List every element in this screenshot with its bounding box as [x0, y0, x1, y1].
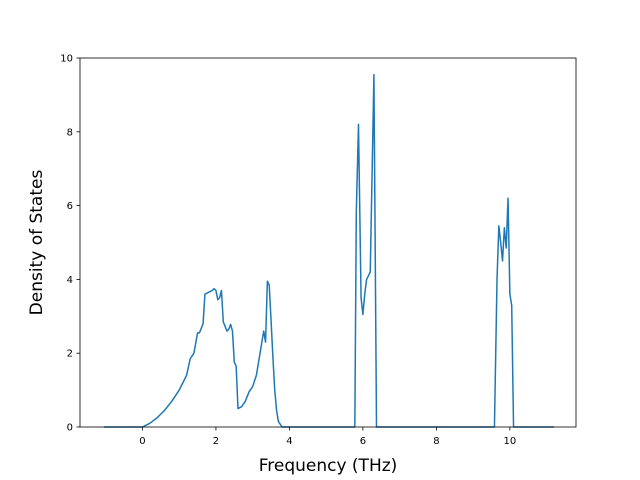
axes-frame [79, 57, 577, 428]
y-tick-label: 8 [67, 127, 73, 138]
y-axis-label: Density of States [27, 170, 47, 316]
x-axis: 0 2 4 6 8 10 [139, 427, 516, 447]
dos-series-line-0 [103, 73, 554, 428]
x-tick-label: 10 [503, 436, 516, 447]
y-tick-label: 2 [67, 349, 73, 360]
plot-area [103, 73, 554, 428]
x-tick-label: 0 [139, 436, 145, 447]
y-tick-label: 10 [60, 54, 73, 65]
x-tick-label: 4 [286, 436, 292, 447]
y-tick-label: 6 [67, 201, 73, 212]
x-axis-label: Frequency (THz) [259, 456, 398, 476]
y-tick-label: 4 [67, 275, 73, 286]
x-tick-label: 6 [360, 436, 366, 447]
y-axis: 0 2 4 6 8 10 [60, 54, 80, 434]
x-tick-label: 2 [213, 436, 219, 447]
x-tick-label: 8 [433, 436, 439, 447]
y-tick-label: 0 [67, 423, 73, 434]
